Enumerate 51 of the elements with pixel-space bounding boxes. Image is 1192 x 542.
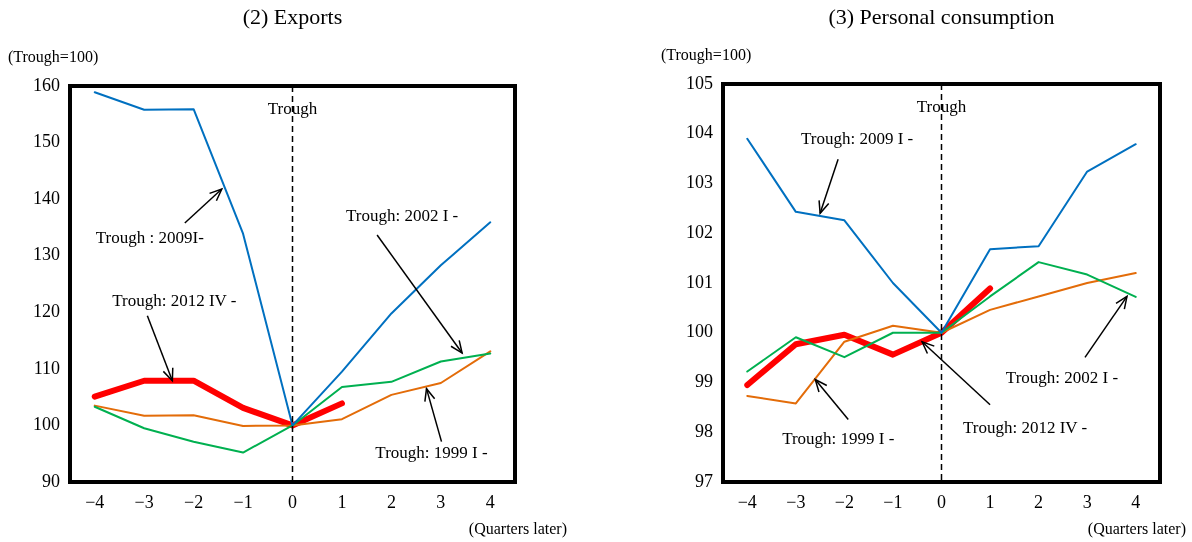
x-tick-label: 4 — [1131, 491, 1141, 512]
x-tick-label: 1 — [985, 491, 995, 512]
x-tick-label: −4 — [737, 491, 757, 512]
chart-title: (2) Exports — [242, 3, 343, 29]
x-axis-title: (Quarters later) — [468, 520, 567, 539]
x-tick-label: −3 — [786, 491, 806, 512]
y-tick-label: 99 — [695, 371, 713, 392]
ref-line-label: Trough — [916, 97, 967, 117]
y-tick-label: 120 — [33, 301, 60, 322]
annotation: Trough: 2009 I - — [800, 128, 914, 148]
y-tick-label: 101 — [686, 271, 713, 292]
x-tick-label: 0 — [937, 491, 946, 512]
x-tick-label: 2 — [386, 491, 396, 512]
y-tick-label: 150 — [33, 131, 60, 152]
annotation: Trough: 2002 I - — [345, 206, 459, 226]
y-tick-label: 140 — [33, 187, 60, 208]
y-tick-label: 98 — [695, 420, 713, 441]
y-tick-label: 100 — [686, 321, 713, 342]
y-tick-label: 97 — [695, 470, 713, 491]
annotation: Trough: 1999 I - — [782, 428, 895, 448]
y-tick-label: 90 — [42, 470, 60, 491]
y-tick-label: 160 — [33, 74, 60, 95]
ref-line-label: Trough — [267, 99, 318, 119]
x-tick-label: 4 — [485, 491, 495, 512]
y-tick-label: 110 — [33, 357, 60, 378]
x-tick-label: −1 — [233, 491, 253, 512]
x-tick-label: 1 — [337, 491, 347, 512]
x-tick-label: −2 — [184, 491, 204, 512]
x-tick-label: 3 — [436, 491, 446, 512]
x-tick-label: −2 — [834, 491, 854, 512]
x-tick-label: −4 — [85, 491, 105, 512]
y-axis-title: (Trough=100) — [661, 46, 752, 65]
y-tick-label: 102 — [686, 221, 713, 242]
x-tick-label: −1 — [883, 491, 903, 512]
y-tick-label: 105 — [686, 72, 713, 93]
annotation: Trough: 2012 IV - — [962, 418, 1088, 438]
x-tick-label: −3 — [134, 491, 154, 512]
y-tick-label: 130 — [33, 244, 60, 265]
annotation: Trough : 2009I- — [95, 228, 205, 248]
annotation: Trough: 1999 I - — [375, 443, 488, 463]
x-axis-title: (Quarters later) — [1087, 520, 1186, 539]
annotation: Trough: 2002 I - — [1005, 367, 1119, 387]
x-tick-label: 3 — [1082, 491, 1092, 512]
y-tick-label: 103 — [686, 172, 713, 193]
y-tick-label: 100 — [33, 414, 60, 435]
x-tick-label: 2 — [1034, 491, 1044, 512]
chart-title: (3) Personal consumption — [828, 3, 1055, 29]
y-axis-title: (Trough=100) — [8, 48, 99, 67]
y-tick-label: 104 — [686, 122, 713, 143]
annotation: Trough: 2012 IV - — [112, 291, 237, 311]
x-tick-label: 0 — [288, 491, 297, 512]
